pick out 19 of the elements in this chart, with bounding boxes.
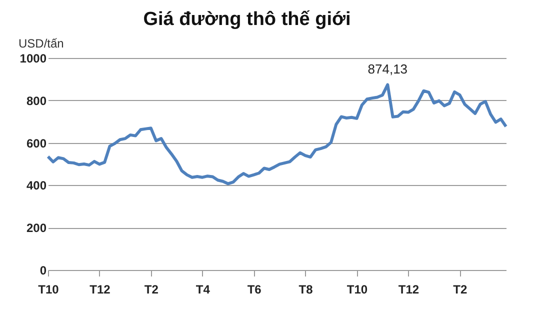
- x-tick-label: T12: [398, 282, 420, 296]
- y-axis-title: USD/tấn: [18, 36, 64, 50]
- x-tick-label: T10: [346, 282, 368, 296]
- line-series: [46, 83, 508, 186]
- annotation: 874,13: [368, 62, 408, 77]
- y-tick-label: 400: [26, 178, 47, 193]
- chart-title: Giá đường thô thế giới: [143, 9, 351, 30]
- x-tick-label: T6: [247, 282, 262, 296]
- y-tick-label: 0: [40, 264, 47, 278]
- x-tick-label: T4: [196, 282, 210, 296]
- y-tick-label: 800: [26, 94, 47, 108]
- x-tick-label: T12: [90, 282, 111, 296]
- x-tick-label: T2: [453, 282, 468, 296]
- x-tick-label: T10: [38, 282, 60, 296]
- y-tick-label: 1000: [20, 52, 47, 66]
- y-tick-label: 200: [26, 221, 47, 236]
- y-tick-label: 600: [26, 136, 47, 150]
- x-tick-label: T2: [144, 282, 159, 296]
- x-tick-label: T8: [298, 282, 314, 296]
